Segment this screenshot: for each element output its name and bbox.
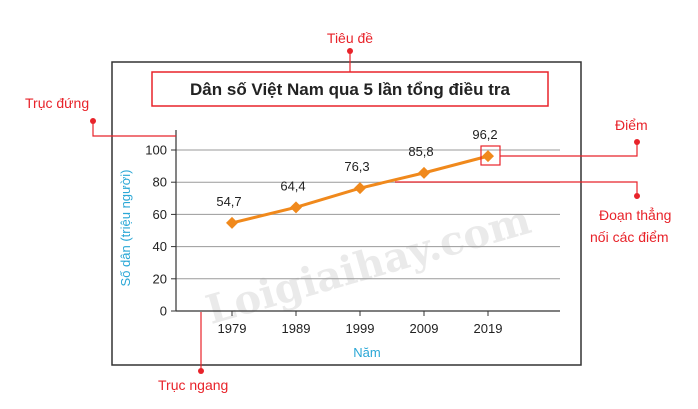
annotation-horizontal-axis: Trục ngang <box>158 312 228 393</box>
axis-layer: 0 20 40 60 80 100 1979 1989 1999 2009 2019 <box>145 130 560 336</box>
data-label-1999: 76,3 <box>344 159 369 174</box>
data-label-1989: 64,4 <box>280 178 305 193</box>
data-point-1989 <box>290 201 302 214</box>
annotation-point-text: Điểm <box>615 117 648 133</box>
data-point-2009 <box>418 166 430 179</box>
annotation-segment-text-1: Đoạn thẳng <box>599 206 671 223</box>
annotation-vertical-axis-text: Trục đứng <box>25 95 89 111</box>
annotation-point: Điểm <box>480 117 648 166</box>
x-tick-label-2019: 2019 <box>474 321 503 336</box>
y-tick-label-40: 40 <box>153 239 167 254</box>
annotation-segment: Đoạn thẳng nối các điểm <box>395 181 671 245</box>
title-box <box>151 71 549 107</box>
y-tick-label-80: 80 <box>153 175 167 190</box>
y-axis-title: Số dân (triệu người) <box>118 170 133 287</box>
series-layer: 54,7 64,4 76,3 85,8 96,2 <box>216 127 498 229</box>
y-tick-label-20: 20 <box>153 271 167 286</box>
chart-frame <box>111 61 582 366</box>
data-point-1999 <box>354 182 366 195</box>
chart-title: Dân số Việt Nam qua 5 lần tổng điều tra <box>190 80 510 99</box>
x-axis-title: Năm <box>353 345 380 360</box>
x-tick-label-1989: 1989 <box>282 321 311 336</box>
data-label-2019: 96,2 <box>472 127 497 142</box>
data-point-2019 <box>482 150 494 163</box>
annotation-title-text: Tiêu đề <box>327 30 373 46</box>
x-tick-label-1979: 1979 <box>218 321 247 336</box>
annotation-title: Tiêu đề <box>327 30 373 72</box>
y-tick-label-100: 100 <box>145 143 167 158</box>
data-point-1979 <box>226 216 238 229</box>
x-tick-label-2009: 2009 <box>410 321 439 336</box>
data-label-2009: 85,8 <box>408 144 433 159</box>
annotation-horizontal-axis-text: Trục ngang <box>158 377 228 393</box>
annotation-vertical-axis: Trục đứng <box>25 95 176 137</box>
y-tick-label-0: 0 <box>160 304 167 319</box>
y-tick-label-60: 60 <box>153 207 167 222</box>
data-label-1979: 54,7 <box>216 194 241 209</box>
x-tick-label-1999: 1999 <box>346 321 375 336</box>
annotation-segment-text-2: nối các điểm <box>590 229 669 245</box>
